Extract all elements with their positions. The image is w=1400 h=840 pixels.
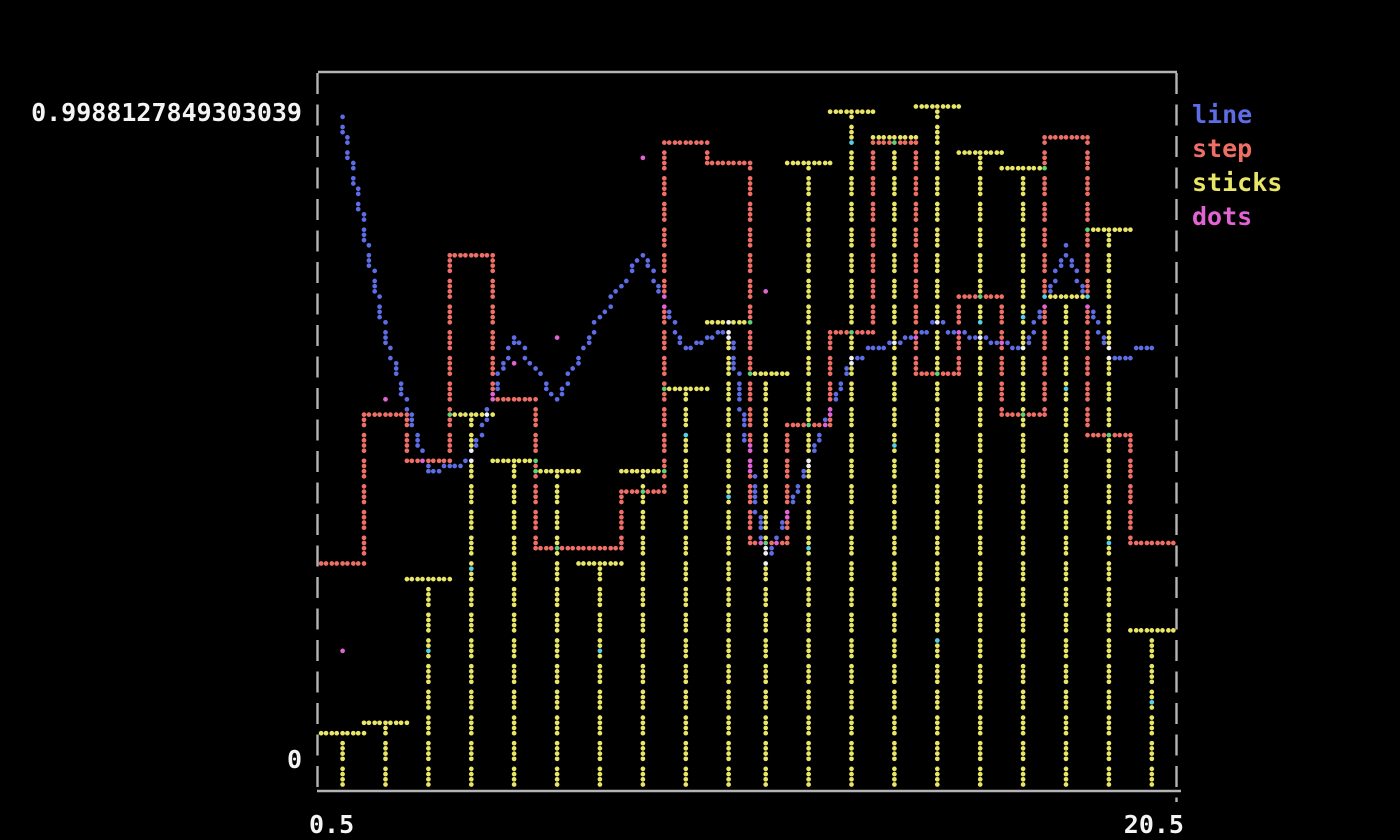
x-axis-min-label: 0.5 [309,810,355,839]
legend: line step sticks dots [1192,98,1282,234]
data-dots-layer [318,104,1176,787]
plot-border [316,70,1181,802]
legend-item-dots: dots [1192,202,1253,231]
legend-item-step: step [1192,134,1253,163]
legend-item-sticks: sticks [1192,168,1283,197]
x-axis-max-label: 20.5 [1123,810,1184,839]
y-axis-max-label: 0.9988127849303039 [31,98,302,127]
legend-item-line: line [1192,100,1253,129]
y-axis-min-label: 0 [286,745,302,774]
